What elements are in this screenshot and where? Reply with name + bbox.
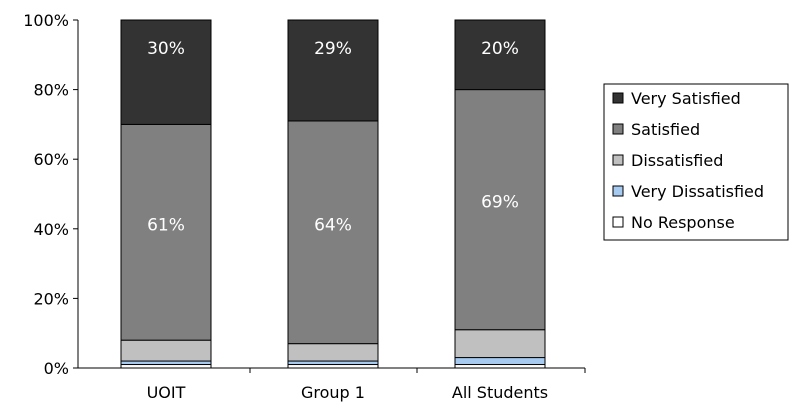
legend-swatch xyxy=(612,185,624,197)
x-category-label: Group 1 xyxy=(301,383,365,402)
bar-segment-dissatisfied xyxy=(454,329,546,359)
bar-segment-dissatisfied xyxy=(120,339,212,362)
data-label: 29% xyxy=(314,39,352,59)
legend-label: Dissatisfied xyxy=(631,151,723,170)
legend-label: Very Satisfied xyxy=(631,89,741,108)
y-tick-label: 0% xyxy=(44,359,69,378)
legend-label: Satisfied xyxy=(631,120,700,139)
y-tick-label: 80% xyxy=(33,81,69,100)
data-label: 61% xyxy=(147,215,185,235)
x-category-label: UOIT xyxy=(147,383,186,402)
data-label: 64% xyxy=(314,215,352,235)
bar-segment-very-dissatisfied xyxy=(120,360,212,366)
bar-segment-satisfied xyxy=(287,120,379,345)
legend-label: Very Dissatisfied xyxy=(631,182,764,201)
bars: 61% 30% 64% 29% 69% 20% xyxy=(120,19,546,369)
bar-segment-very-dissatisfied xyxy=(454,357,546,366)
legend-swatch xyxy=(612,123,624,135)
legend-label: No Response xyxy=(631,213,735,232)
legend-box xyxy=(603,83,789,241)
bar-segment-satisfied xyxy=(120,123,212,341)
bar-segment-no-response xyxy=(454,364,546,369)
bar-segment-very-dissatisfied xyxy=(287,360,379,366)
legend-swatch xyxy=(612,92,624,104)
bar-segment-very-satisfied xyxy=(287,19,379,122)
bar-segment-very-satisfied xyxy=(454,19,546,91)
data-label: 69% xyxy=(481,193,519,213)
legend-swatch xyxy=(612,216,624,228)
bar-segment-no-response xyxy=(287,364,379,369)
legend: Very Satisfied Satisfied Dissatisfied Very … xyxy=(603,83,789,241)
axes: 0% 20% 40% 60% 80% 100% UOIT Group 1 All Student… xyxy=(23,11,586,402)
data-label: 20% xyxy=(481,39,519,59)
y-tick-label: 100% xyxy=(23,11,69,30)
legend-swatch xyxy=(612,154,624,166)
bar-segment-satisfied xyxy=(454,89,546,331)
data-label: 30% xyxy=(147,39,185,59)
bar-segment-no-response xyxy=(120,364,212,369)
y-tick-label: 20% xyxy=(33,289,69,308)
x-category-label: All Students xyxy=(452,383,548,402)
y-tick-label: 40% xyxy=(33,220,69,239)
y-tick-label: 60% xyxy=(33,150,69,169)
bar-segment-very-satisfied xyxy=(120,19,212,125)
bar-segment-dissatisfied xyxy=(287,343,379,362)
